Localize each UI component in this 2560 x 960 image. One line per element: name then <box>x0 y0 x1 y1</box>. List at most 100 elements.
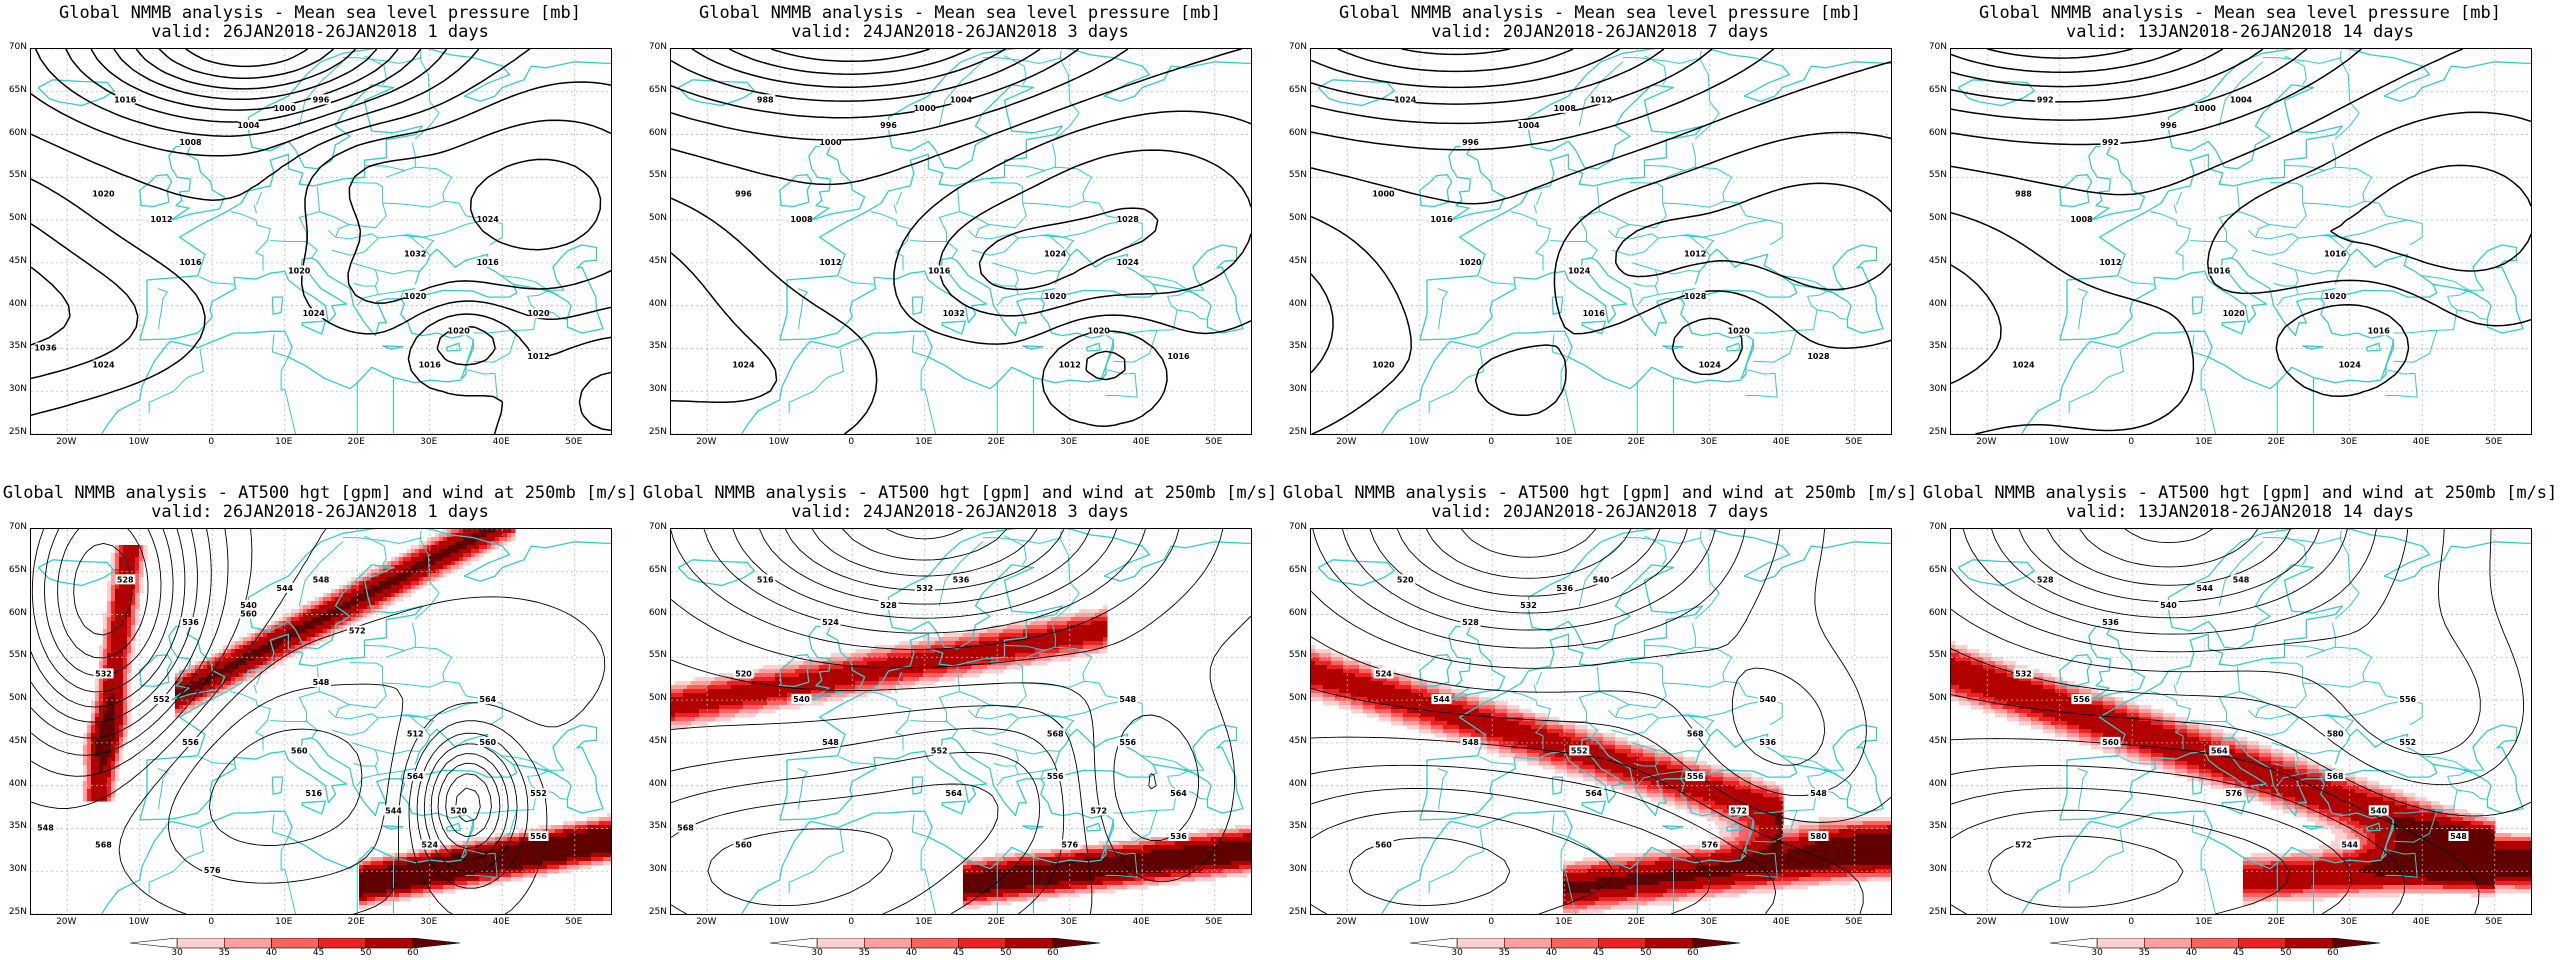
contour-label: 520 <box>450 806 467 815</box>
lat-tick-label: 65N <box>648 84 667 95</box>
contour-label: 556 <box>2399 695 2416 704</box>
map-frame: 1024 1000 996 1004 1008 1012 1016 1020 1024 1028 1… <box>1310 48 1892 435</box>
geopotential-contours <box>31 529 606 914</box>
contour-label: 528 <box>1462 618 1479 627</box>
lon-tick-label: 0 <box>2128 437 2135 447</box>
contour-label: 1016 <box>1167 352 1190 361</box>
lon-tick-label: 20W <box>56 437 77 447</box>
contour-label: 552 <box>153 695 170 704</box>
contour-label: 524 <box>421 841 438 850</box>
wind-colorbar <box>1409 937 1741 952</box>
map-canvas: 528 532 536 540 544 548 556 560 564 568 572 576 580 5… <box>1951 529 2531 914</box>
panel-title: Global NMMB analysis - AT500 hgt [gpm] a… <box>1922 483 2558 503</box>
lat-tick-label: 35N <box>8 821 27 832</box>
contour-labels: 992 988 992 996 1000 1004 1008 1012 1016 1020 1024… <box>2012 94 2390 370</box>
lon-tick-label: 40E <box>492 437 510 447</box>
lon-tick-label: 10W <box>128 437 149 447</box>
contour-label: 1016 <box>928 266 951 275</box>
map-frame: 992 988 992 996 1000 1004 1008 1012 1016 1020 1024… <box>1950 48 2532 435</box>
contour-label: 536 <box>1170 832 1187 841</box>
contour-label: 520 <box>735 669 752 678</box>
lat-tick-label: 65N <box>648 564 667 575</box>
contour-label: 996 <box>880 121 897 130</box>
z500-panel-1: Global NMMB analysis - AT500 hgt [gpm] a… <box>0 480 640 960</box>
panel-title: Global NMMB analysis - Mean sea level pr… <box>699 3 1221 23</box>
lat-tick-label: 65N <box>1928 84 1947 95</box>
contour-label: 536 <box>1556 584 1573 593</box>
lat-tick-label: 60N <box>1928 607 1947 618</box>
graticule <box>1311 49 1891 434</box>
lat-tick-label: 50N <box>1928 693 1947 704</box>
colorbar-tick-label: 50 <box>1639 948 1652 958</box>
contour-label: 556 <box>1119 738 1136 747</box>
lat-tick-label: 70N <box>648 42 667 52</box>
contour-labels: 1024 1000 996 1004 1008 1012 1016 1020 1024 1028 1… <box>1372 94 1830 370</box>
lon-tick-label: 40E <box>1772 917 1790 927</box>
lon-tick-label: 20E <box>987 917 1005 927</box>
lon-tick-label: 40E <box>1132 437 1150 447</box>
lat-tick-label: 30N <box>1928 384 1947 395</box>
contour-label: 576 <box>2225 789 2242 798</box>
lat-tick-label: 40N <box>1928 778 1947 789</box>
lat-tick-label: 50N <box>1288 693 1307 704</box>
contour-label: 1024 <box>92 361 115 370</box>
panel-valid-period: valid: 13JAN2018-26JAN2018 14 days <box>2066 22 2414 42</box>
lat-tick-label: 70N <box>1928 42 1947 52</box>
lat-tick-label: 65N <box>1288 564 1307 575</box>
contour-label: 1000 <box>819 138 842 147</box>
contour-label: 564 <box>1170 789 1187 798</box>
mslp-panel-4: Global NMMB analysis - Mean sea level pr… <box>1920 0 2560 480</box>
contour-label: 560 <box>291 746 308 755</box>
contour-label: 1024 <box>2339 361 2362 370</box>
lon-tick-label: 10W <box>1408 437 1429 447</box>
contour-labels: 1016 1020 1008 1004 1000 996 1012 1016 1020 1020 1… <box>34 94 550 370</box>
contour-label: 988 <box>2015 189 2032 198</box>
lat-tick-label: 25N <box>1928 427 1947 437</box>
lat-tick-label: 40N <box>1928 298 1947 309</box>
lat-tick-label: 50N <box>1928 213 1947 224</box>
contour-label: 548 <box>313 575 330 584</box>
panel-valid-period: valid: 24JAN2018-26JAN2018 3 days <box>791 502 1129 522</box>
contour-label: 580 <box>1810 832 1827 841</box>
contour-label: 540 <box>1759 695 1776 704</box>
contour-label: 996 <box>1462 138 1479 147</box>
contour-labels: 528 532 536 540 544 548 556 560 564 568 572 576 580 5… <box>2013 574 2469 850</box>
contour-label: 568 <box>2327 772 2344 781</box>
contour-label: 536 <box>1759 738 1776 747</box>
lon-tick-label: 10W <box>2048 917 2069 927</box>
panel-title: Global NMMB analysis - AT500 hgt [gpm] a… <box>1282 483 1918 503</box>
contour-label: 580 <box>2327 729 2344 738</box>
lat-tick-label: 55N <box>8 170 27 181</box>
contour-label: 544 <box>385 806 402 815</box>
contour-label: 1012 <box>819 258 841 267</box>
lat-tick-label: 45N <box>648 735 667 746</box>
colorbar-tick-label: 35 <box>1498 948 1510 958</box>
contour-label: 556 <box>530 832 547 841</box>
map-canvas: 1024 1000 996 1004 1008 1012 1016 1020 1024 1028 1… <box>1311 49 1891 434</box>
panel-title: Global NMMB analysis - AT500 hgt [gpm] a… <box>642 483 1278 503</box>
contour-label: 564 <box>1585 789 1602 798</box>
colorbar-tick-label: 40 <box>905 948 918 958</box>
mslp-panel-1: Global NMMB analysis - Mean sea level pr… <box>0 0 640 480</box>
colorbar-tick-label: 45 <box>312 948 325 958</box>
panel-title: Global NMMB analysis - Mean sea level pr… <box>59 3 581 23</box>
contour-label: 560 <box>735 841 752 850</box>
lat-tick-label: 40N <box>648 778 667 789</box>
contour-label: 1012 <box>1059 361 1081 370</box>
geopotential-contours <box>1311 529 1891 914</box>
contour-label: 560 <box>1375 841 1392 850</box>
z500-panel-3: Global NMMB analysis - AT500 hgt [gpm] a… <box>1280 480 1920 960</box>
lon-tick-label: 0 <box>848 437 855 447</box>
lon-tick-label: 30E <box>420 437 438 447</box>
contour-label: 528 <box>117 575 134 584</box>
contour-label: 1028 <box>1117 215 1140 224</box>
contour-labels: 516 520 524 528 532 536 540 548 552 556 560 564 568 5… <box>675 574 1189 850</box>
lon-tick-label: 20W <box>1336 917 1357 927</box>
contour-label: 568 <box>677 823 694 832</box>
contour-label: 568 <box>1687 729 1704 738</box>
contour-label: 556 <box>1687 772 1704 781</box>
contour-label: 1012 <box>1590 95 1612 104</box>
lon-tick-label: 50E <box>1205 917 1223 927</box>
contour-label: 996 <box>735 189 752 198</box>
contour-label: 996 <box>2160 121 2177 130</box>
